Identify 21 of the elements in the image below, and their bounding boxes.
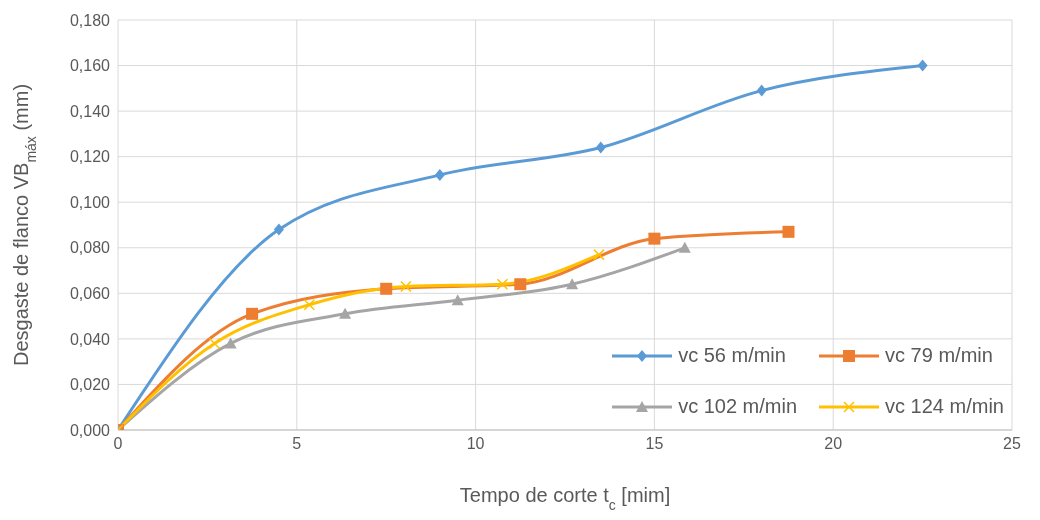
x-tick-label: 15	[645, 435, 664, 453]
x-tick-label: 5	[292, 435, 302, 453]
x-axis-title: Tempo de corte t$_{c}$ [mim]	[459, 484, 671, 513]
y-tick-label: 0,040	[69, 330, 111, 348]
y-tick-label: 0,060	[69, 285, 111, 303]
legend-label: vc 56 m/min	[678, 344, 786, 366]
x-tick-label: 25	[1003, 435, 1021, 453]
x-tick-label: 0	[113, 435, 123, 453]
y-tick-label: 0,100	[69, 193, 111, 211]
y-tick-label: 0,140	[69, 102, 111, 120]
y-tick-label: 0,000	[69, 421, 111, 439]
y-tick-label: 0,160	[69, 57, 111, 75]
x-tick-label: 20	[824, 435, 843, 453]
y-tick-label: 0,080	[69, 239, 111, 257]
legend-label: vc 124 m/min	[885, 395, 1004, 417]
y-tick-label: 0,180	[69, 11, 111, 29]
y-tick-label: 0,020	[69, 376, 111, 394]
y-tick-label: 0,120	[69, 148, 111, 166]
legend-label: vc 79 m/min	[885, 344, 993, 366]
x-tick-label: 10	[466, 435, 485, 453]
legend-label: vc 102 m/min	[678, 395, 798, 417]
